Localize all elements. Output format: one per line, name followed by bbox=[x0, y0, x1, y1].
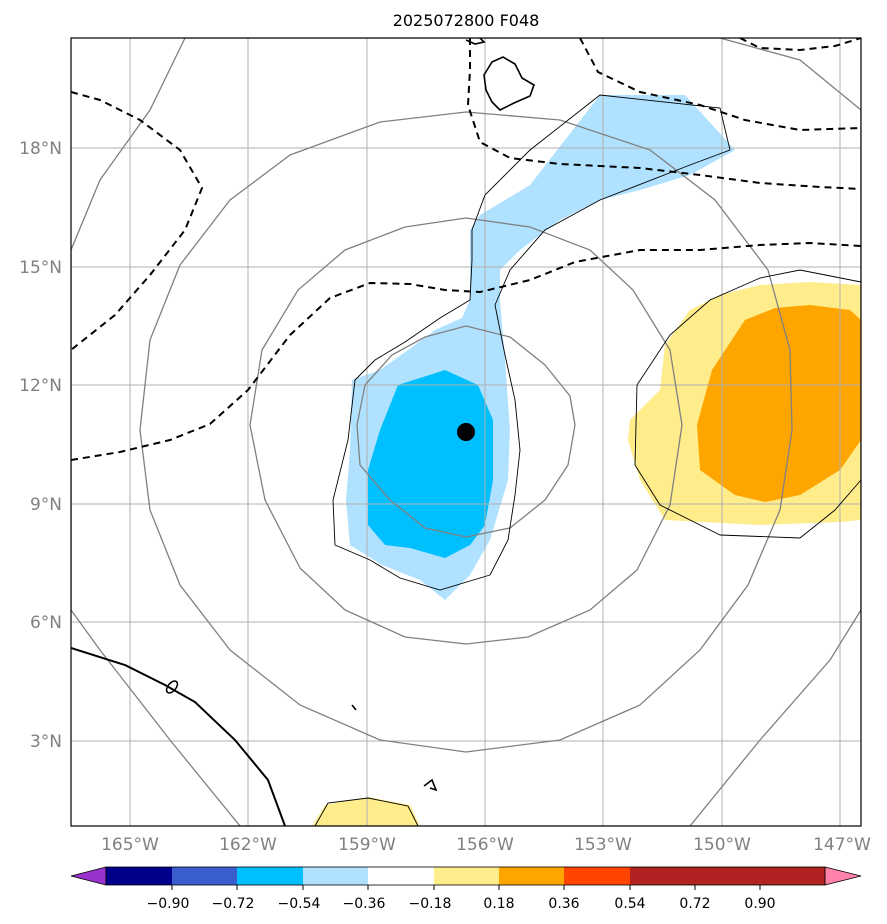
colorbar-label-6: 0.18 bbox=[483, 896, 514, 912]
colorbar-segment-1 bbox=[106, 867, 172, 885]
lon-label-159w: 159°W bbox=[338, 835, 396, 855]
lon-label-156w: 156°W bbox=[456, 835, 514, 855]
colorbar: −0.90 −0.72 −0.54 −0.36 −0.18 0.18 0.36 … bbox=[70, 866, 862, 912]
range-ring-2 bbox=[249, 217, 683, 645]
center-dot-marker bbox=[457, 423, 475, 441]
island-small-north bbox=[465, 38, 486, 45]
colorbar-label-8: 0.54 bbox=[614, 896, 645, 912]
colorbar-segment-5 bbox=[368, 867, 434, 885]
light-yellow-area-south bbox=[312, 797, 420, 826]
colorbar-segment-3 bbox=[237, 867, 303, 885]
colorbar-label-2: −0.72 bbox=[212, 896, 255, 912]
colorbar-label-9: 0.72 bbox=[679, 896, 710, 912]
lat-label-18n: 18°N bbox=[19, 139, 62, 159]
map-frame bbox=[70, 37, 862, 827]
lat-label-15n: 15°N bbox=[19, 258, 62, 278]
dashed-contour-3 bbox=[466, 38, 861, 190]
lon-label-162w: 162°W bbox=[219, 835, 277, 855]
lon-label-165w: 165°W bbox=[101, 835, 159, 855]
thin-contours bbox=[314, 94, 861, 826]
colorbar-label-7: 0.36 bbox=[548, 896, 579, 912]
thin-contour-south bbox=[314, 797, 419, 826]
dashed-contour-4 bbox=[579, 38, 861, 132]
colorbar-label-5: −0.18 bbox=[409, 896, 452, 912]
colorbar-segment-11 bbox=[760, 867, 825, 885]
range-ring-4 bbox=[71, 38, 861, 826]
colorbar-segment-9 bbox=[630, 867, 695, 885]
lat-label-9n: 9°N bbox=[30, 495, 62, 515]
range-ring-3 bbox=[139, 111, 793, 753]
gridlines bbox=[71, 38, 861, 826]
colorbar-extend-low bbox=[70, 866, 107, 886]
lon-axis-labels: 165°W 162°W 159°W 156°W 153°W 150°W 147°… bbox=[101, 835, 871, 855]
colorbar-outline bbox=[105, 866, 826, 886]
island-tiny-2 bbox=[423, 778, 438, 792]
solid-contour-southwest bbox=[71, 647, 286, 826]
colorbar-label-4: −0.36 bbox=[343, 896, 386, 912]
colorbar-label-1: −0.90 bbox=[147, 896, 190, 912]
colorbar-segment-6 bbox=[434, 867, 499, 885]
dark-blue-area bbox=[368, 370, 493, 558]
range-ring-1 bbox=[356, 325, 576, 538]
colorbar-label-10: 0.90 bbox=[744, 896, 775, 912]
orange-area-east bbox=[697, 305, 861, 502]
thin-contour-west bbox=[332, 94, 731, 591]
colorbar-segment-7 bbox=[499, 867, 564, 885]
lat-axis-labels: 18°N 15°N 12°N 9°N 6°N 3°N bbox=[19, 139, 62, 752]
colorbar-label-3: −0.54 bbox=[278, 896, 321, 912]
thin-contour-east bbox=[634, 269, 861, 539]
lat-label-6n: 6°N bbox=[30, 613, 62, 633]
colorbar-ticks bbox=[171, 885, 761, 890]
colorbar-segment-8 bbox=[564, 867, 630, 885]
lat-label-3n: 3°N bbox=[30, 732, 62, 752]
map-panel bbox=[70, 37, 862, 827]
lon-label-153w: 153°W bbox=[574, 835, 632, 855]
colorbar-extend-high bbox=[824, 866, 862, 886]
colorbar-segment-2 bbox=[172, 867, 237, 885]
colorbar-segment-4 bbox=[303, 867, 368, 885]
range-rings bbox=[71, 38, 861, 826]
dashed-contour-5 bbox=[739, 38, 861, 52]
lon-label-147w: 147°W bbox=[813, 835, 871, 855]
dashed-contour-2 bbox=[71, 241, 861, 461]
lon-label-150w: 150°W bbox=[693, 835, 751, 855]
colorbar-segment-10 bbox=[695, 867, 760, 885]
dashed-contour-1 bbox=[71, 91, 204, 351]
dashed-contours bbox=[71, 38, 861, 461]
figure-title: 2025072800 F048 bbox=[393, 11, 540, 30]
lat-label-12n: 12°N bbox=[19, 376, 62, 396]
coastlines bbox=[351, 38, 535, 792]
island-tiny-1 bbox=[351, 704, 357, 711]
shaded-fields bbox=[312, 95, 861, 826]
small-closed-contour bbox=[165, 680, 179, 694]
island-big bbox=[483, 56, 535, 111]
